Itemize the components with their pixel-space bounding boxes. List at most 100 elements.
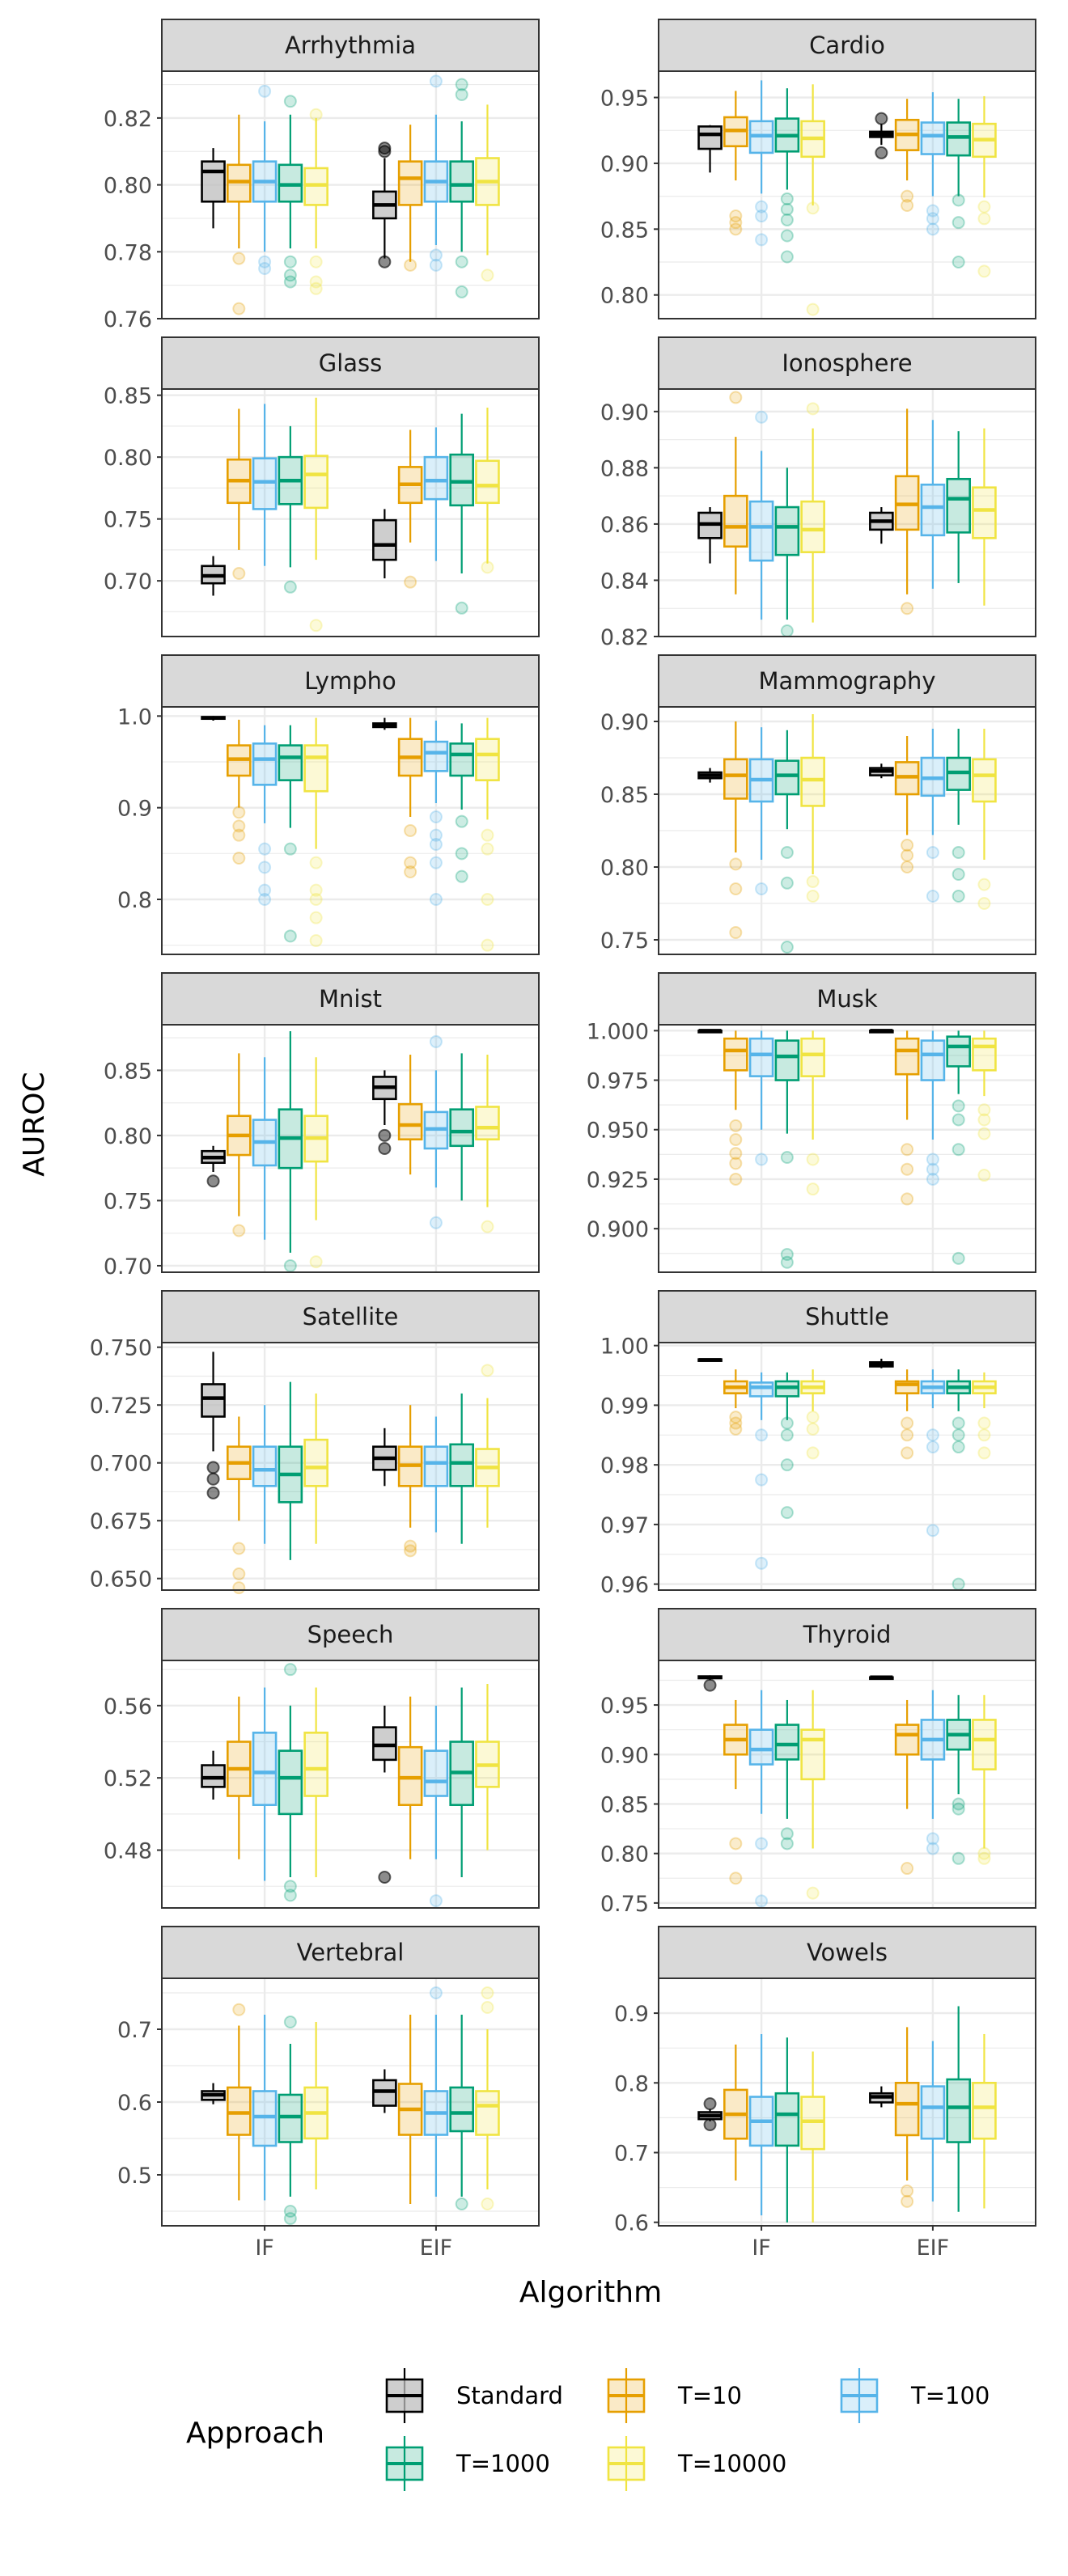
panel-border	[161, 388, 540, 637]
box-eif-t100	[423, 721, 449, 906]
y-tick-label: 0.97	[600, 1513, 649, 1538]
panel-border	[161, 1977, 540, 2227]
box-iqr	[748, 1728, 774, 1766]
outlier-point	[429, 74, 443, 88]
box-eif-t10	[894, 99, 920, 213]
facet-strip	[161, 19, 540, 72]
outlier-point	[232, 819, 246, 833]
outlier-point	[404, 1539, 417, 1553]
box-eif-t10000	[475, 1986, 500, 2210]
outlier-point	[901, 839, 914, 852]
box-eif-t100	[920, 1369, 946, 1538]
outlier-point	[977, 200, 991, 214]
outlier-point	[429, 810, 443, 823]
outlier-point	[951, 1416, 965, 1430]
x-axis-title: Algorithm	[519, 2276, 662, 2309]
box-eif-t100	[423, 1986, 449, 2197]
outlier-point	[258, 861, 272, 874]
outlier-point	[283, 269, 297, 282]
facet-title: Vertebral	[297, 1939, 405, 1966]
box-iqr	[201, 1383, 226, 1418]
outlier-point	[926, 1524, 939, 1538]
outlier-point	[806, 1886, 820, 1900]
outlier-point	[806, 1422, 820, 1436]
outlier-point	[755, 1428, 769, 1442]
outlier-point	[977, 897, 991, 910]
legend-key-standard: Standard	[385, 2368, 563, 2423]
panel-background	[162, 1025, 539, 1272]
outlier-point	[780, 202, 794, 216]
y-tick-label: 0.86	[600, 513, 649, 538]
y-tick-label: 0.70	[104, 1254, 152, 1280]
box-iqr	[920, 121, 946, 155]
outlier-point	[901, 2194, 914, 2208]
outlier-point	[951, 1797, 965, 1811]
outlier-point	[951, 1577, 965, 1591]
box-eif-standard	[869, 763, 894, 779]
box-iqr	[800, 756, 825, 807]
legend-key-t100: T=100	[840, 2368, 990, 2423]
outlier-point	[481, 269, 494, 282]
box-if-t1000	[278, 95, 303, 289]
y-tick-label: 0.52	[104, 1766, 152, 1791]
outlier-point	[309, 108, 323, 121]
facet-arrhythmia: Arrhythmia 0.76 0.78 0.80 0.82	[104, 19, 540, 332]
outlier-point	[755, 1837, 769, 1851]
panel-border	[658, 1977, 1036, 2227]
box-iqr	[774, 505, 800, 556]
box-eif-t1000	[946, 1369, 971, 1591]
outlier-point	[755, 1473, 769, 1487]
outlier-point	[951, 890, 965, 903]
outlier-point	[455, 87, 468, 101]
box-eif-t10	[397, 2015, 423, 2204]
box-eif-t1000	[946, 99, 971, 269]
outlier-point	[283, 1880, 297, 1893]
outlier-point	[404, 1544, 417, 1558]
outlier-point	[232, 1581, 246, 1595]
facet-strip	[658, 1926, 1036, 1979]
box-if-t100	[252, 1057, 278, 1240]
outlier-point	[977, 264, 991, 278]
box-if-t1000	[774, 1030, 800, 1269]
outlier-point	[780, 624, 794, 638]
outlier-point	[481, 938, 494, 952]
facet-ionosphere: Ionosphere 0.82 0.84 0.86 0.88 0.90	[600, 336, 1036, 650]
outlier-point	[926, 204, 939, 218]
outlier-point	[729, 1422, 743, 1436]
box-if-t100	[748, 410, 774, 620]
outlier-point	[926, 1428, 939, 1442]
outlier-point	[926, 1440, 939, 1454]
box-eif-t100	[920, 729, 946, 903]
y-tick-label: 0.95	[600, 87, 649, 112]
box-eif-t10000	[475, 1055, 500, 1233]
outlier-point	[806, 1446, 820, 1460]
box-if-t10000	[800, 84, 825, 316]
facet-speech: Speech 0.48 0.52 0.56	[104, 1608, 540, 1909]
legend-label: T=1000	[456, 2450, 550, 2477]
y-tick-label: 0.8	[614, 2071, 649, 2096]
box-eif-t10	[397, 1055, 423, 1175]
outlier-point	[206, 1486, 220, 1499]
outlier-point	[951, 1099, 965, 1113]
facet-strip	[658, 972, 1036, 1026]
outlier-point	[703, 2097, 717, 2111]
outlier-point	[901, 602, 914, 615]
facet-title: Cardio	[809, 32, 885, 59]
outlier-point	[378, 1128, 392, 1142]
outlier-point	[232, 1567, 246, 1580]
box-eif-standard	[372, 717, 397, 730]
facet-strip	[161, 654, 540, 708]
outlier-point	[926, 1832, 939, 1846]
y-tick-label: 0.650	[90, 1567, 152, 1593]
box-iqr	[303, 455, 328, 510]
outlier-point	[977, 1428, 991, 1442]
outlier-point	[951, 193, 965, 207]
outlier-point	[951, 868, 965, 881]
outlier-point	[232, 566, 246, 580]
outlier-point	[875, 112, 888, 125]
outlier-point	[283, 2205, 297, 2218]
outlier-point	[780, 213, 794, 226]
box-if-standard	[201, 716, 226, 721]
outlier-point	[481, 893, 494, 906]
